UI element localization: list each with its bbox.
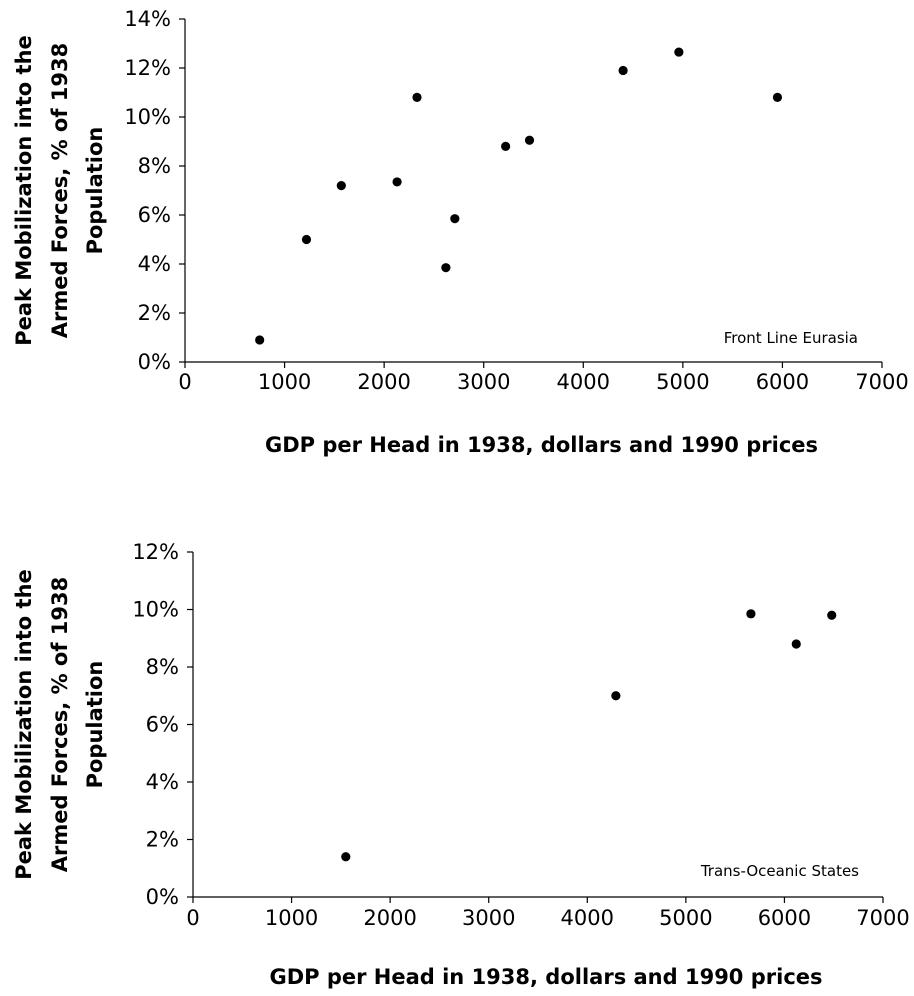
data-point	[791, 639, 801, 649]
y-tick-label: 0%	[146, 885, 179, 909]
x-tick-label: 4000	[557, 370, 610, 394]
y-tick-label: 6%	[138, 203, 171, 227]
y-tick-label: 14%	[124, 7, 171, 31]
front-line-eurasia-chart: 0% 2% 4% 6% 8% 10% 12% 14% 0 1000 2000 3000 4000 5000…	[12, 7, 909, 457]
data-point	[301, 234, 312, 245]
y-tick-label: 10%	[132, 598, 179, 622]
data-point	[336, 181, 346, 191]
y-axis-title-line: Armed Forces, % of 1938	[48, 577, 72, 873]
x-tick-label: 1000	[265, 906, 318, 930]
x-tick-label: 6000	[756, 370, 809, 394]
y-tick-label: 12%	[132, 540, 179, 564]
data-point	[674, 47, 684, 57]
x-tick-label: 7000	[856, 906, 909, 930]
x-tick-label: 1000	[258, 370, 311, 394]
chart-annotation: Trans-Oceanic States	[700, 862, 859, 880]
y-tick-label: 2%	[146, 828, 179, 852]
y-axis-title-line: Armed Forces, % of 1938	[48, 43, 72, 339]
x-tick-label: 2000	[357, 370, 410, 394]
y-tick-label: 10%	[124, 105, 171, 129]
x-tick-label: 4000	[561, 906, 614, 930]
data-point	[746, 609, 756, 619]
y-tick-label: 6%	[146, 713, 179, 737]
x-tick-label: 5000	[659, 906, 712, 930]
chart-annotation: Front Line Eurasia	[724, 329, 858, 347]
x-tick-label: 0	[186, 906, 199, 930]
y-tick-label: 4%	[146, 770, 179, 794]
data-point	[392, 177, 402, 187]
x-tick-label: 3000	[462, 906, 515, 930]
y-tick-label: 2%	[138, 301, 171, 325]
y-tick-label: 4%	[138, 252, 171, 276]
y-tick-label: 12%	[124, 56, 171, 80]
y-axis-title-line: Peak Mobilization into the	[12, 35, 36, 346]
y-tick-label: 8%	[138, 154, 171, 178]
x-tick-label: 2000	[363, 906, 416, 930]
y-axis-title-line: Population	[83, 661, 107, 789]
x-tick-label: 7000	[855, 370, 908, 394]
data-point	[772, 92, 783, 102]
data-point	[255, 335, 265, 345]
x-axis-title: GDP per Head in 1938, dollars and 1990 p…	[265, 433, 818, 457]
y-tick-label: 8%	[146, 655, 179, 679]
x-tick-label: 6000	[758, 906, 811, 930]
data-point	[501, 141, 511, 151]
data-point	[441, 263, 451, 273]
y-axis-title-line: Peak Mobilization into the	[12, 569, 36, 880]
x-tick-label: 5000	[656, 370, 709, 394]
data-point	[827, 610, 837, 620]
data-point	[412, 92, 422, 102]
y-tick-label: 0%	[138, 350, 171, 374]
data-point	[524, 135, 535, 145]
x-tick-label: 3000	[457, 370, 510, 394]
x-tick-label: 0	[178, 370, 191, 394]
trans-oceanic-states-chart: 0% 2% 4% 6% 8% 10% 12% 0 1000 2000 3000 4000 5000 600…	[12, 540, 910, 989]
data-point	[611, 691, 621, 701]
data-point	[450, 214, 460, 224]
data-point	[618, 65, 628, 76]
y-axis-title-line: Population	[83, 127, 107, 255]
data-point	[341, 852, 351, 862]
x-axis-title: GDP per Head in 1938, dollars and 1990 p…	[269, 965, 822, 989]
